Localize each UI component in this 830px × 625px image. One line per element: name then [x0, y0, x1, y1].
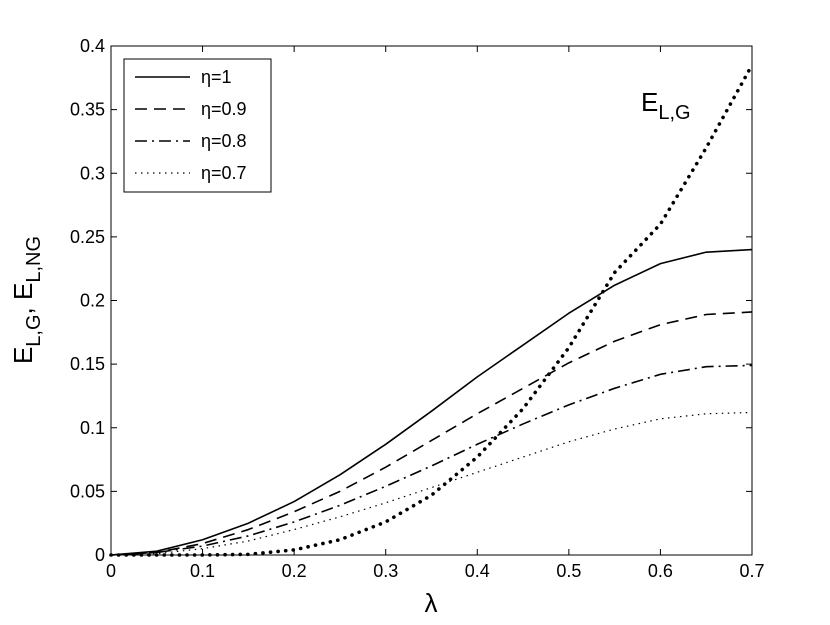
- annotation-subscript: L,G: [658, 102, 690, 124]
- x-tick-label: 0.3: [373, 561, 398, 581]
- series-line-1: [110, 248, 753, 556]
- legend-label-1: η=1: [201, 67, 232, 87]
- x-axis-label: λ: [425, 588, 438, 618]
- y-tick-label: 0.15: [70, 354, 105, 374]
- y-axis-label: EL,G, EL,NG: [8, 236, 45, 364]
- y-tick-label: 0.35: [70, 100, 105, 120]
- x-tick-label: 0.6: [648, 561, 673, 581]
- series-line-4: [110, 411, 753, 556]
- y-axis-label-main-2: E: [8, 283, 38, 300]
- y-tick-label: 0: [95, 545, 105, 565]
- axis-ticks: 0 0.1 0.2 0.3 0.4 0.5 0.6 0.7 0 0.05 0.1 0.15 0.2 0.2…: [70, 36, 765, 581]
- y-tick-label: 0.05: [70, 481, 105, 501]
- legend-label-2: η=0.9: [201, 99, 247, 119]
- x-tick-label: 0.2: [282, 561, 307, 581]
- x-tick-label: 0: [106, 561, 116, 581]
- x-tick-label: 0.5: [556, 561, 581, 581]
- annotation-label: EL,G: [641, 87, 691, 124]
- annotation-main: E: [641, 87, 658, 117]
- legend-label-4: η=0.7: [201, 163, 247, 183]
- y-tick-label: 0.4: [80, 36, 105, 56]
- y-tick-label: 0.2: [80, 291, 105, 311]
- y-axis-label-sub-2: L,NG: [23, 236, 45, 283]
- y-axis-label-main-1: E: [8, 347, 38, 364]
- legend: η=1 η=0.9 η=0.8 η=0.7: [123, 58, 272, 193]
- y-tick-label: 0.25: [70, 227, 105, 247]
- x-tick-label: 0.4: [465, 561, 490, 581]
- y-tick-label: 0.3: [80, 163, 105, 183]
- y-tick-label: 0.1: [80, 418, 105, 438]
- legend-label-3: η=0.8: [201, 131, 247, 151]
- series-line-3: [110, 364, 753, 556]
- x-tick-label: 0.1: [190, 561, 215, 581]
- legend-box: [123, 58, 272, 193]
- y-axis-label-separator: ,: [8, 300, 38, 314]
- x-tick-label: 0.7: [739, 561, 764, 581]
- y-axis-label-sub-1: L,G: [23, 314, 45, 346]
- series-line-2: [110, 311, 753, 556]
- legend-items: η=1 η=0.9 η=0.8 η=0.7: [135, 67, 247, 183]
